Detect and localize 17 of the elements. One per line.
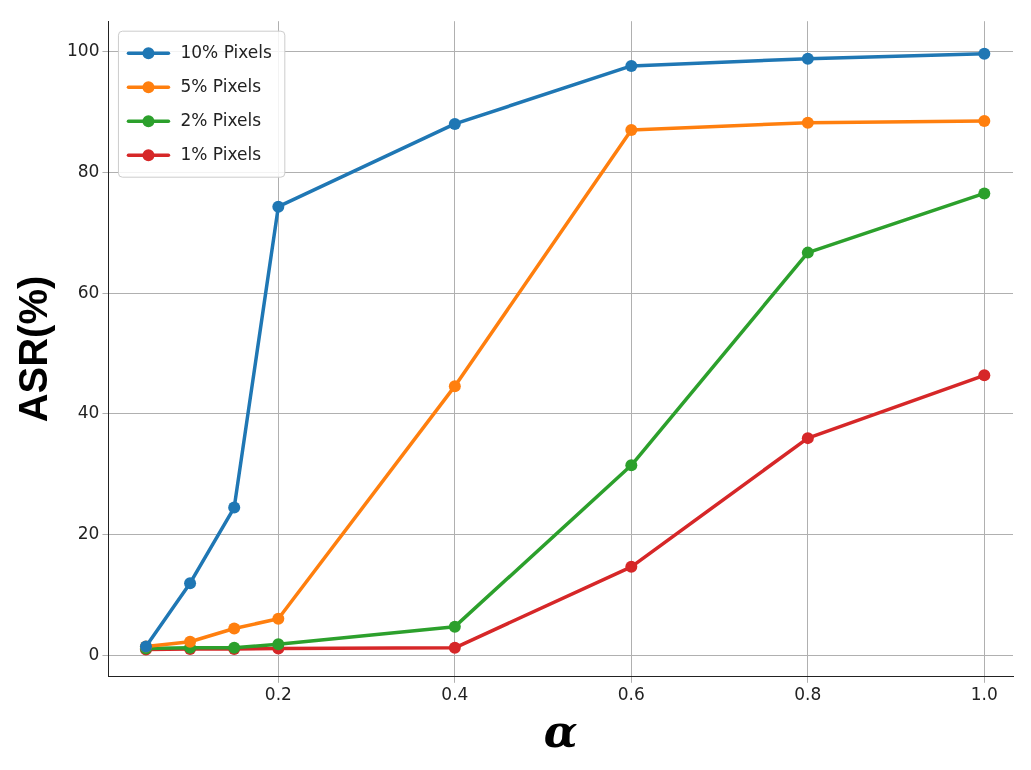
y-tick-label: 40 bbox=[77, 402, 100, 423]
y-tick-label: 20 bbox=[77, 523, 100, 544]
y-tick-label: 80 bbox=[77, 160, 100, 181]
x-tick-label: 0.2 bbox=[264, 684, 292, 705]
legend-label: 1% Pixels bbox=[180, 143, 262, 164]
legend-label: 10% Pixels bbox=[180, 41, 272, 62]
legend-label: 2% Pixels bbox=[180, 109, 262, 130]
x-tick-label: 1.0 bbox=[970, 684, 998, 705]
x-tick-label: 0.4 bbox=[441, 684, 469, 705]
legend-label: 5% Pixels bbox=[180, 75, 262, 96]
y-axis-title: ASR(%) bbox=[11, 275, 56, 423]
y-tick-label: 100 bbox=[66, 39, 100, 60]
x-axis-title: α bbox=[543, 706, 578, 758]
x-tick-label: 0.6 bbox=[617, 684, 645, 705]
y-tick-label: 0 bbox=[88, 644, 100, 665]
x-tick-label: 0.8 bbox=[794, 684, 822, 705]
y-tick-label: 60 bbox=[77, 281, 100, 302]
